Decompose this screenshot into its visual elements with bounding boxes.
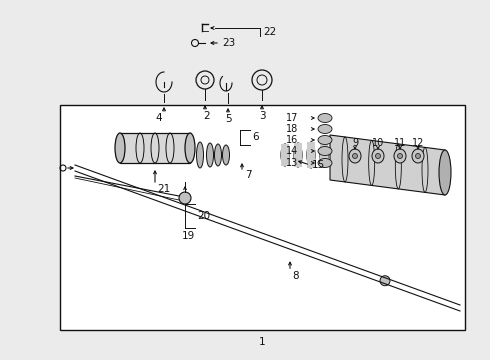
Text: 6: 6	[252, 132, 259, 142]
Text: 9: 9	[352, 138, 358, 148]
Text: 15: 15	[312, 160, 325, 170]
Text: 20: 20	[197, 211, 210, 221]
Ellipse shape	[294, 143, 302, 167]
Ellipse shape	[375, 153, 381, 158]
Ellipse shape	[352, 153, 358, 158]
Text: 2: 2	[204, 111, 210, 121]
Ellipse shape	[318, 125, 332, 134]
Text: 16: 16	[286, 135, 298, 145]
Ellipse shape	[318, 158, 332, 167]
Ellipse shape	[206, 143, 214, 167]
Text: 21: 21	[157, 184, 170, 194]
Text: 4: 4	[156, 113, 162, 123]
Ellipse shape	[439, 150, 451, 195]
Ellipse shape	[394, 149, 406, 163]
Text: 14: 14	[286, 146, 298, 156]
Text: 22: 22	[263, 27, 276, 37]
Bar	[120, 133, 190, 163]
Text: 1: 1	[259, 337, 266, 347]
Ellipse shape	[281, 144, 289, 166]
Text: 11: 11	[394, 138, 406, 148]
Ellipse shape	[185, 133, 195, 163]
Text: 17: 17	[286, 113, 298, 123]
Ellipse shape	[416, 153, 420, 158]
Text: 18: 18	[286, 124, 298, 134]
Ellipse shape	[349, 149, 361, 163]
Circle shape	[179, 192, 191, 204]
Ellipse shape	[320, 143, 328, 167]
Text: 3: 3	[259, 111, 265, 121]
Text: 19: 19	[181, 231, 195, 241]
Bar	[294, 143, 302, 167]
Circle shape	[380, 276, 390, 286]
Bar	[320, 143, 328, 167]
Bar	[307, 142, 315, 168]
Ellipse shape	[318, 113, 332, 122]
Text: 13: 13	[286, 158, 298, 168]
Ellipse shape	[372, 149, 384, 163]
Bar	[60, 105, 465, 330]
Ellipse shape	[215, 144, 221, 166]
Bar	[281, 144, 289, 166]
Ellipse shape	[397, 153, 402, 158]
Ellipse shape	[196, 142, 203, 168]
Ellipse shape	[318, 147, 332, 156]
Ellipse shape	[412, 149, 424, 163]
Text: 23: 23	[222, 38, 235, 48]
Text: 10: 10	[372, 138, 384, 148]
Text: 5: 5	[225, 114, 231, 124]
Text: 8: 8	[292, 271, 298, 281]
Ellipse shape	[307, 142, 315, 168]
Ellipse shape	[222, 145, 229, 165]
Polygon shape	[330, 135, 445, 195]
Text: 12: 12	[412, 138, 424, 148]
Text: 7: 7	[245, 170, 252, 180]
Ellipse shape	[115, 133, 125, 163]
Ellipse shape	[318, 135, 332, 144]
